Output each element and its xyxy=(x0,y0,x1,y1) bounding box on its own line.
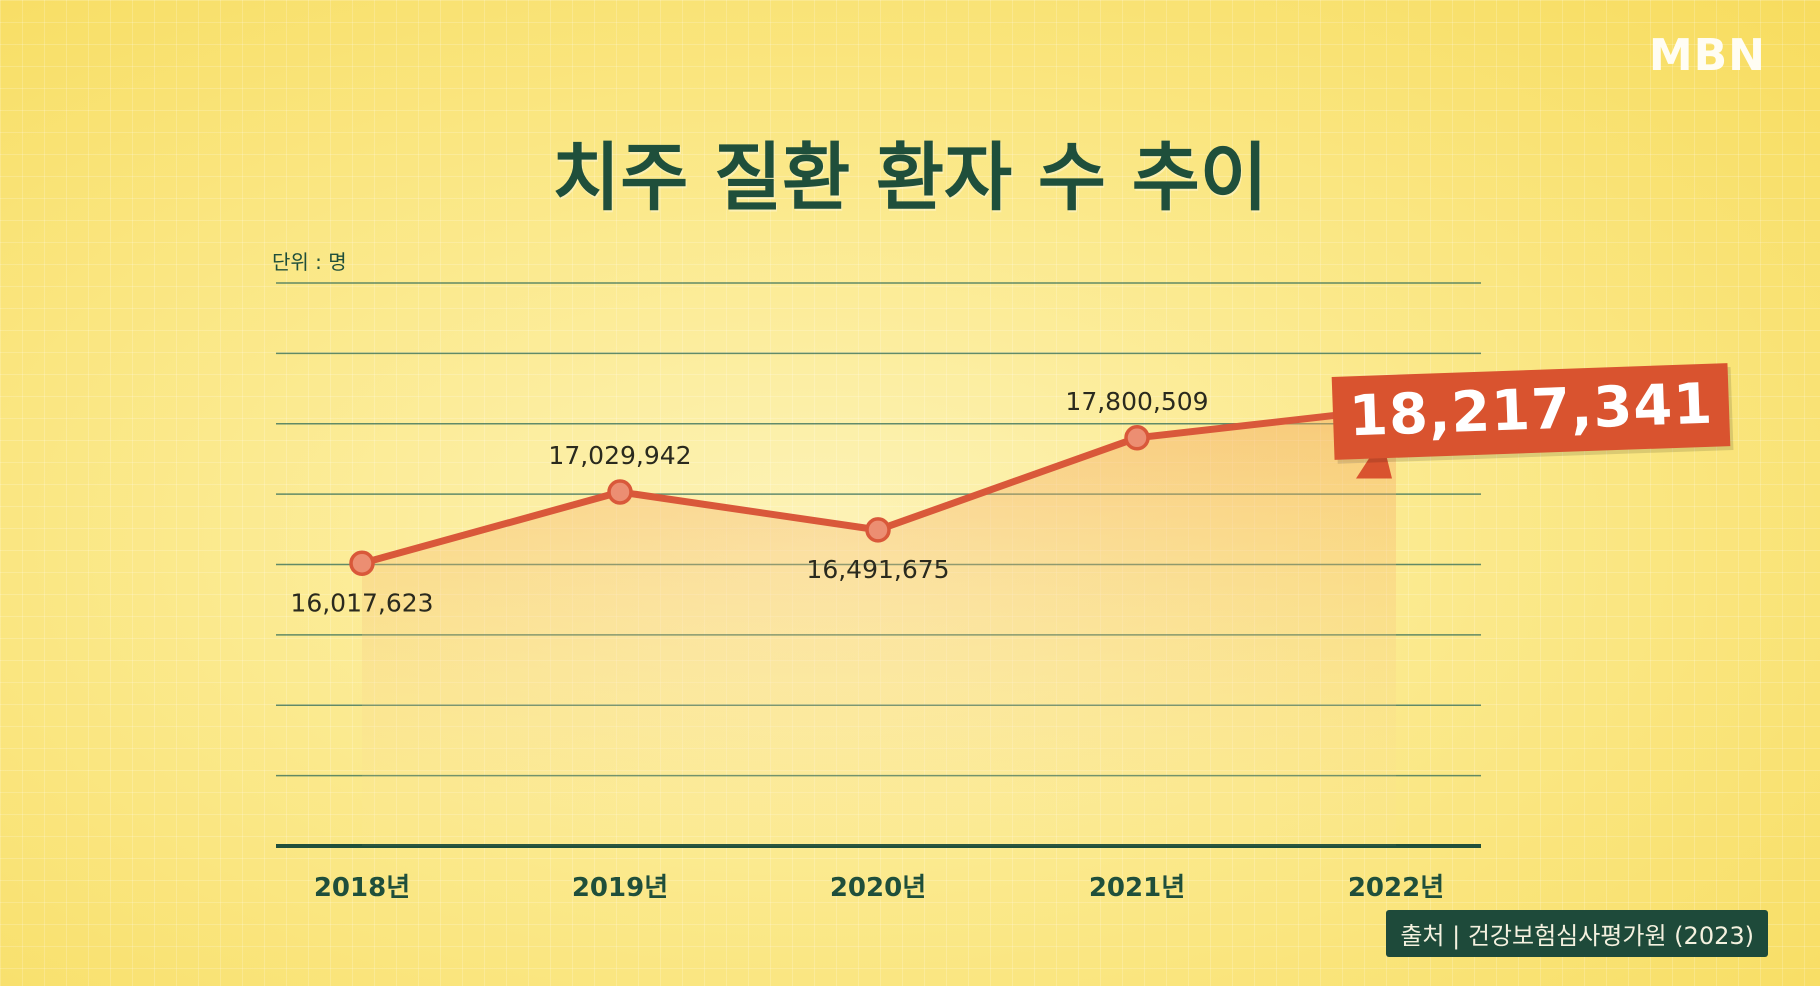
x-tick-label: 2020년 xyxy=(830,873,926,903)
data-label: 16,491,675 xyxy=(806,555,949,584)
data-label: 17,029,942 xyxy=(548,441,691,470)
data-point xyxy=(607,479,633,505)
data-point xyxy=(865,517,891,543)
x-tick-label: 2018년 xyxy=(314,873,410,903)
x-tick-label: 2021년 xyxy=(1089,873,1185,903)
source-badge: 출처 | 건강보험심사평가원 (2023) xyxy=(1386,910,1768,957)
x-tick-label: 2019년 xyxy=(572,873,668,903)
data-point xyxy=(349,550,375,577)
data-label: 16,017,623 xyxy=(290,588,433,617)
chart-title: 치주 질환 환자 수 추이 xyxy=(552,135,1268,221)
data-label: 17,800,509 xyxy=(1065,387,1208,416)
unit-label: 단위 : 명 xyxy=(272,250,347,274)
broadcaster-logo: MBN xyxy=(1648,30,1766,81)
x-tick-label: 2022년 xyxy=(1348,873,1444,903)
highlight-value-callout: 18,217,341 xyxy=(1331,363,1731,460)
area-fill xyxy=(362,408,1396,846)
data-point xyxy=(1124,425,1150,451)
